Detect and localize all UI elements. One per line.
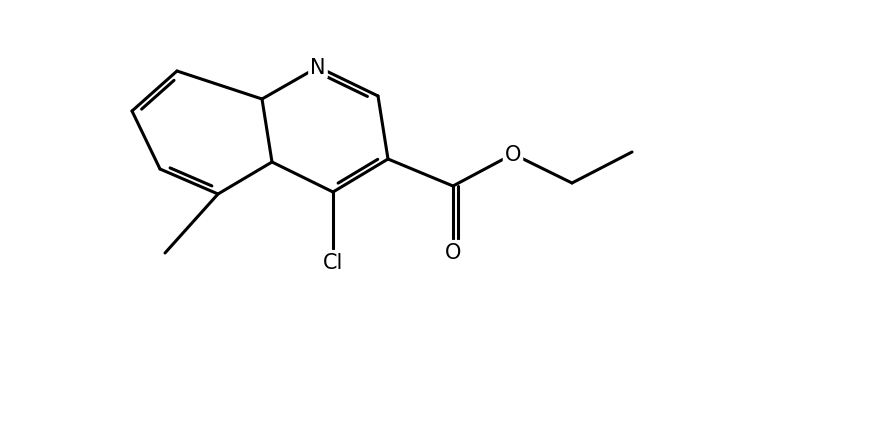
Text: O: O (445, 242, 462, 262)
Text: N: N (310, 58, 326, 78)
Text: Cl: Cl (323, 253, 343, 272)
Text: O: O (505, 145, 521, 164)
